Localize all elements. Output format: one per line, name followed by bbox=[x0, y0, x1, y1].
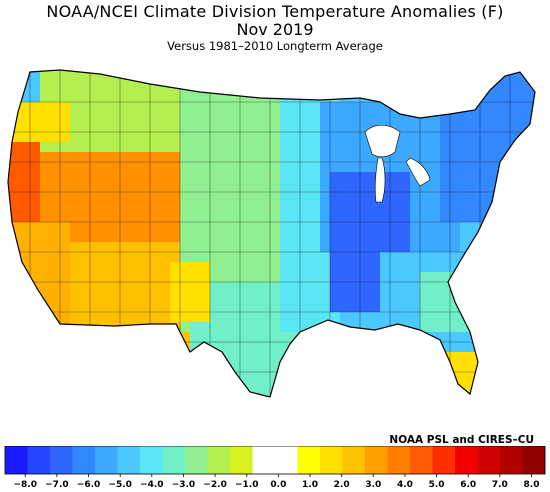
legend-swatch bbox=[342, 446, 366, 474]
legend-bar bbox=[4, 446, 546, 475]
legend-swatch bbox=[320, 446, 343, 474]
legend-swatch bbox=[252, 446, 276, 474]
legend-tick-label: 6.0 bbox=[460, 480, 476, 490]
legend-swatch bbox=[455, 446, 478, 474]
region-west-texas bbox=[170, 262, 210, 322]
legend-swatch bbox=[140, 446, 163, 474]
anomaly-fill bbox=[8, 70, 535, 397]
legend-tick-label: 7.0 bbox=[492, 480, 508, 490]
color-legend: −8.0 −7.0 −6.0 −5.0 −4.0 −3.0 −2.0 −1.0 0.0 1.0 2.… bbox=[4, 446, 546, 490]
legend-swatch bbox=[230, 446, 253, 474]
legend-swatch bbox=[72, 446, 96, 474]
legend-swatch bbox=[275, 446, 298, 474]
legend-swatch bbox=[522, 446, 546, 474]
legend-swatch bbox=[95, 446, 118, 474]
lake-michigan bbox=[374, 157, 386, 203]
legend-swatch bbox=[432, 446, 456, 474]
us-outline bbox=[7, 69, 536, 398]
lake-huron bbox=[405, 157, 431, 187]
map-subtitle: Nov 2019 bbox=[236, 20, 314, 39]
legend-swatch bbox=[500, 446, 523, 474]
legend-tick-label: −3.0 bbox=[172, 480, 195, 490]
legend-tick-label: 8.0 bbox=[524, 480, 540, 490]
legend-tick-label: −1.0 bbox=[235, 480, 258, 490]
legend-swatch bbox=[477, 446, 501, 474]
legend-swatch bbox=[162, 446, 186, 474]
legend-swatch bbox=[117, 446, 141, 474]
legend-tick-label: 2.0 bbox=[334, 480, 350, 490]
legend-tick-label: −5.0 bbox=[108, 480, 131, 490]
division-boundaries bbox=[8, 70, 535, 397]
legend-swatch bbox=[5, 446, 28, 474]
us-climate-division-map bbox=[7, 69, 536, 398]
legend-swatch bbox=[410, 446, 433, 474]
legend-tick-label: 0.0 bbox=[270, 480, 286, 490]
legend-tick-label: −2.0 bbox=[203, 480, 226, 490]
legend-labels: −8.0 −7.0 −6.0 −5.0 −4.0 −3.0 −2.0 −1.0 0.0 1.0 2.… bbox=[14, 474, 540, 490]
map-caption: Versus 1981–2010 Longterm Average bbox=[167, 39, 383, 53]
legend-swatch bbox=[50, 446, 73, 474]
legend-tick-label: −8.0 bbox=[14, 480, 37, 490]
region-florida-peninsula bbox=[440, 352, 490, 397]
legend-swatch bbox=[207, 446, 231, 474]
lake-superior bbox=[364, 124, 401, 158]
legend-tick-label: 4.0 bbox=[397, 480, 413, 490]
legend-tick-label: −6.0 bbox=[77, 480, 100, 490]
legend-tick-label: −7.0 bbox=[45, 480, 68, 490]
legend-swatch bbox=[27, 446, 51, 474]
legend-swatch bbox=[297, 446, 321, 474]
legend-swatch bbox=[387, 446, 411, 474]
legend-frame bbox=[4, 446, 546, 475]
legend-swatch bbox=[185, 446, 208, 474]
legend-tick-label: 1.0 bbox=[302, 480, 318, 490]
legend-tick-label: −4.0 bbox=[140, 480, 163, 490]
legend-tick-label: 5.0 bbox=[429, 480, 445, 490]
legend-tick-label: 3.0 bbox=[365, 480, 381, 490]
map-title: NOAA/NCEI Climate Division Temperature A… bbox=[46, 2, 504, 21]
legend-swatch bbox=[365, 446, 388, 474]
data-credit: NOAA PSL and CIRES–CU bbox=[389, 434, 534, 446]
